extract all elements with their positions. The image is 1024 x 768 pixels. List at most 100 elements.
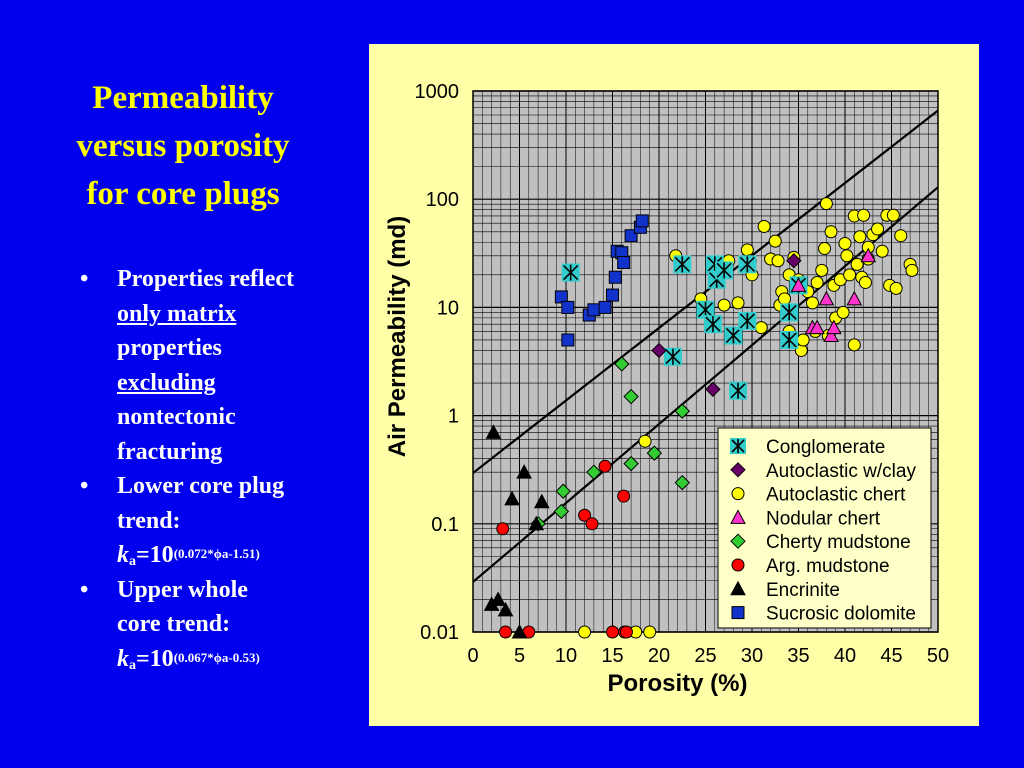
data-point-shape: [638, 434, 652, 448]
legend-label: Autoclastic w/clay: [766, 461, 916, 482]
data-point-shape: [555, 483, 571, 499]
data-point-shape: [561, 333, 575, 347]
data-point: [905, 263, 919, 277]
data-point-shape: [623, 388, 639, 405]
data-point-shape: [606, 288, 619, 302]
data-point: [754, 321, 768, 335]
data-point: [889, 281, 903, 295]
data-point-shape: [651, 342, 667, 359]
data-point-shape: [496, 522, 510, 536]
data-point: [578, 625, 592, 639]
data-point-shape: [553, 503, 570, 520]
exponent-pre: (0.067*: [173, 649, 214, 665]
data-point: [731, 296, 745, 310]
bullet-list: • Properties reflect only matrix propert…: [70, 262, 370, 676]
bullet-text: only matrix: [117, 300, 237, 327]
data-point-shape: [818, 290, 835, 306]
x-tick-label: 10: [555, 645, 577, 667]
data-point: [651, 342, 667, 359]
data-point: [663, 347, 682, 366]
data-point-shape: [790, 277, 807, 292]
data-point-stroke: [563, 264, 579, 281]
data-point: [853, 230, 867, 244]
bullet-dot: •: [80, 473, 89, 499]
legend-label: Autoclastic chert: [766, 485, 906, 506]
x-tick-label: 0: [467, 645, 478, 667]
title-line: for core plugs: [86, 176, 280, 212]
data-point: [497, 601, 514, 617]
bullet-text: fracturing: [117, 438, 223, 465]
legend-marker: [731, 487, 745, 501]
data-point: [860, 247, 877, 263]
data-point-shape: [528, 515, 545, 531]
data-point: [738, 311, 757, 330]
data-point: [815, 263, 829, 277]
data-point-stroke: [705, 316, 721, 332]
data-point: [561, 333, 575, 347]
y-tick-label: 0.01: [420, 622, 459, 644]
bullet-text: properties: [117, 335, 222, 361]
data-point-shape: [646, 445, 663, 461]
data-point-shape: [840, 249, 854, 263]
legend-marker-shape: [730, 509, 746, 524]
legend-marker: [730, 509, 746, 524]
x-tick-label: 20: [648, 645, 670, 667]
bullet-text: trend:: [117, 507, 181, 534]
legend: Conglomerate Autoclastic w/clay Autoclasti…: [717, 427, 932, 629]
data-point: [586, 464, 602, 480]
data-point: [894, 229, 908, 243]
bullet-text: Properties reflect: [117, 266, 295, 292]
data-point-shape: [836, 305, 850, 319]
data-point-shape: [809, 319, 825, 335]
data-point-shape: [585, 517, 599, 531]
bullet-text: Upper whole: [117, 576, 248, 603]
bullet-item: • Upper whole core trend: ka=10(0.067*ϕa…: [70, 573, 370, 677]
trend-line: [473, 186, 938, 583]
data-point: [858, 275, 872, 289]
legend-label: Arg. mudstone: [766, 556, 890, 577]
data-point: [553, 503, 570, 520]
x-tick-label: 30: [741, 645, 763, 667]
data-point-shape: [757, 219, 771, 233]
data-point-shape: [586, 464, 602, 480]
data-point-shape: [850, 257, 864, 271]
data-point: [673, 255, 692, 274]
data-point-shape: [554, 290, 568, 304]
data-point: [499, 625, 513, 639]
data-point-shape: [805, 296, 819, 310]
data-point-shape: [614, 356, 630, 372]
data-point: [554, 290, 568, 304]
data-point: [696, 300, 715, 319]
formula-eq: =10: [136, 645, 174, 672]
data-point: [790, 277, 807, 292]
data-point: [836, 305, 850, 319]
data-point: [871, 222, 885, 236]
legend-marker: [730, 438, 746, 454]
data-point-shape: [771, 254, 785, 268]
data-point-shape: [608, 270, 622, 284]
bullet-text: Lower core plug: [117, 473, 285, 499]
legend-label: Sucrosic dolomite: [766, 604, 916, 625]
data-point-shape: [516, 464, 532, 479]
data-point-shape: [823, 327, 839, 342]
data-point-shape: [818, 242, 832, 256]
legend-marker-shape: [730, 533, 746, 549]
upper-trend-formula: ka=10(0.067*ϕa-0.53): [117, 642, 370, 677]
data-point: [638, 434, 652, 448]
data-point-stroke: [781, 304, 797, 320]
legend-marker-shape: [731, 606, 745, 620]
bullet-item: • Properties reflect only matrix propert…: [70, 262, 370, 469]
data-point: [715, 261, 734, 280]
data-point-stroke: [730, 383, 746, 399]
x-tick-label: 15: [601, 645, 623, 667]
formula-k: k: [117, 645, 129, 672]
data-point: [826, 319, 842, 335]
trend-line: [473, 109, 938, 474]
exponent-post: a-0.53): [221, 649, 260, 665]
x-axis-title: Porosity (%): [607, 670, 747, 697]
data-point: [796, 333, 810, 347]
data-point: [824, 225, 838, 239]
data-point: [724, 326, 743, 345]
data-point: [840, 249, 854, 263]
x-tick-label: 25: [694, 645, 716, 667]
